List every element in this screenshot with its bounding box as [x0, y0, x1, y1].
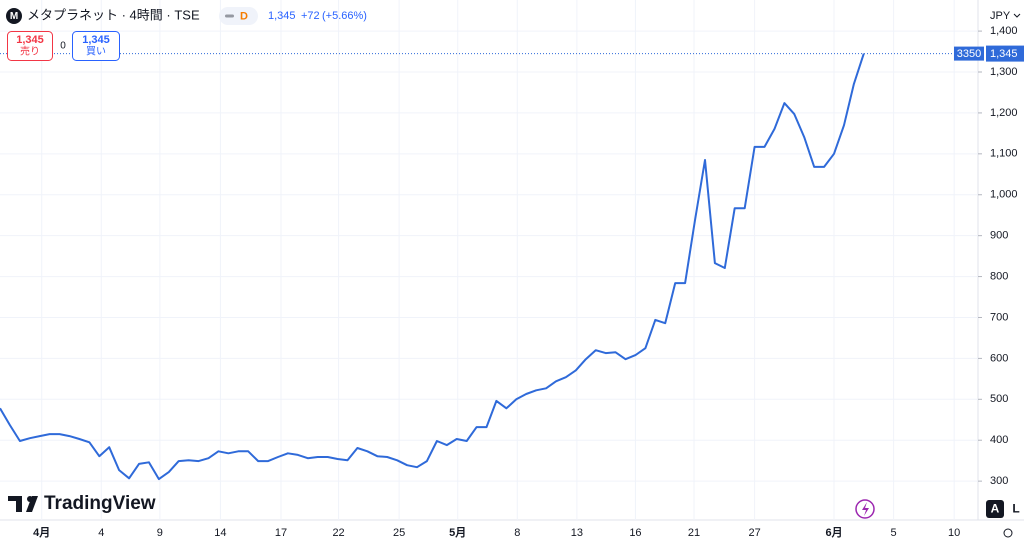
- spread: 0: [60, 41, 66, 52]
- y-tick-label: 400: [990, 434, 1008, 446]
- x-tick-label: 6月: [825, 526, 842, 539]
- y-tick-label: 500: [990, 393, 1008, 405]
- x-tick-label: 10: [948, 527, 960, 539]
- x-tick-label: 5月: [449, 526, 466, 539]
- settings-icon[interactable]: [1003, 528, 1013, 538]
- currency-caret: [1013, 13, 1021, 18]
- x-tick-label: 21: [688, 527, 700, 539]
- log-label[interactable]: L: [1012, 502, 1019, 516]
- currency[interactable]: JPY: [990, 10, 1011, 22]
- sell-label: 売り: [20, 45, 40, 58]
- x-tick-label: 5: [891, 527, 897, 539]
- price-label-box: [986, 45, 1024, 62]
- auto-button[interactable]: [986, 500, 1004, 518]
- y-tick-label: 600: [990, 352, 1008, 364]
- y-tick-label: 900: [990, 230, 1008, 242]
- buy-button[interactable]: [72, 31, 120, 61]
- x-tick-label: 16: [629, 527, 641, 539]
- pill-text: D: [240, 10, 248, 22]
- x-tick-label: 22: [332, 527, 344, 539]
- x-tick-label: 9: [157, 527, 163, 539]
- countdown: 3350: [957, 48, 981, 60]
- x-tick-label: 25: [393, 527, 405, 539]
- brand: TradingView: [44, 493, 156, 514]
- y-tick-label: 1,200: [990, 107, 1018, 119]
- y-tick-label: 1,400: [990, 25, 1018, 37]
- buy-label: 買い: [86, 46, 106, 58]
- logo: [6, 8, 22, 24]
- x-tick-label: 17: [275, 527, 287, 539]
- last-price: 1,345: [268, 10, 296, 22]
- brand-icon: [27, 496, 33, 502]
- y-tick-label: 700: [990, 311, 1008, 323]
- x-tick-label: 4月: [33, 526, 50, 539]
- sell-price: 1,345: [16, 34, 44, 46]
- change: +72: [301, 10, 320, 22]
- y-tick-label: 1,000: [990, 189, 1018, 201]
- pill[interactable]: [219, 7, 258, 25]
- change-pct: (+5.66%): [322, 10, 367, 22]
- x-tick-label: 14: [214, 527, 226, 539]
- x-tick-label: 27: [748, 527, 760, 539]
- auto-label: A: [991, 502, 1000, 516]
- brand-icon: [8, 496, 38, 512]
- x-tick-label: 8: [514, 527, 520, 539]
- pill-dash: [225, 14, 234, 18]
- sell-button[interactable]: [7, 31, 53, 61]
- x-tick-label: 13: [571, 527, 583, 539]
- logo-text: M: [10, 11, 18, 22]
- y-tick-label: 300: [990, 475, 1008, 487]
- countdown-box: [954, 46, 984, 61]
- y-tick-label: 1,300: [990, 66, 1018, 78]
- lightning-icon: [862, 502, 869, 516]
- buy-price: 1,345: [82, 34, 110, 46]
- price-label: 1,345: [990, 48, 1018, 60]
- x-tick-label: 4: [98, 527, 104, 539]
- price-line: [0, 53, 865, 481]
- symbol-title[interactable]: メタプラネット · 4時間 · TSE: [27, 7, 200, 22]
- y-tick-label: 1,100: [990, 148, 1018, 160]
- y-tick-label: 800: [990, 270, 1008, 282]
